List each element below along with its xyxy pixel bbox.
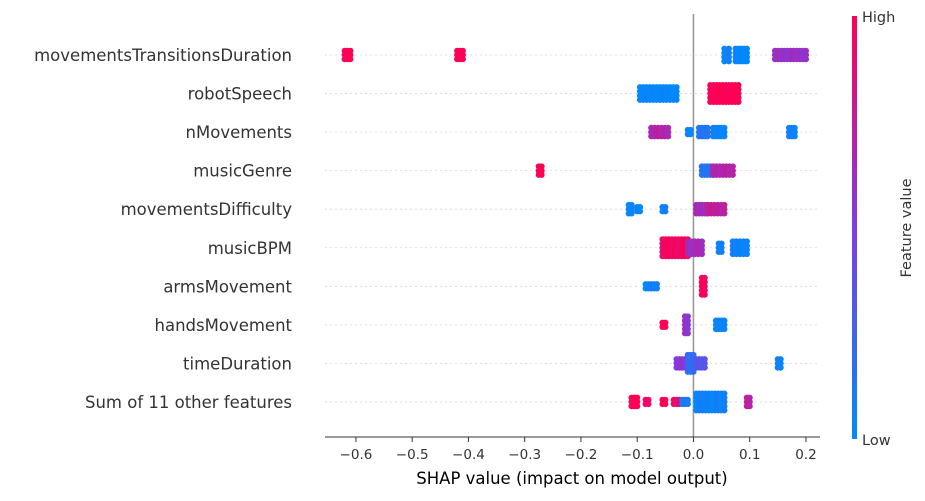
feature-labels: movementsTransitionsDuration robotSpeech n… — [34, 46, 292, 412]
shap-point — [721, 133, 728, 140]
shap-point — [538, 171, 545, 178]
shap-point — [662, 208, 669, 215]
feature-label: nMovements — [186, 123, 292, 142]
shap-point — [729, 171, 736, 178]
x-axis: −0.6 −0.5 −0.4 −0.3 −0.2 −0.1 0.0 0.1 0.2 — [325, 436, 820, 463]
shap-point — [701, 291, 708, 298]
shap-point — [721, 210, 728, 217]
shap-point — [628, 210, 635, 217]
shap-point — [645, 400, 652, 408]
feature-label: movementsTransitionsDuration — [34, 46, 292, 65]
colorbar-title: Feature value — [899, 178, 915, 277]
x-tick-label: 0.0 — [683, 447, 704, 463]
colorbar: High Low Feature value — [852, 10, 915, 449]
x-axis-title: SHAP value (impact on model output) — [416, 469, 727, 488]
shap-point — [735, 98, 742, 106]
shap-point — [665, 133, 672, 140]
shap-point — [662, 400, 669, 408]
shap-point — [777, 364, 784, 371]
x-tick-label: −0.5 — [396, 447, 429, 463]
x-tick-label: 0.1 — [739, 447, 760, 463]
shap-point — [636, 208, 644, 215]
shap-point — [718, 248, 725, 256]
feature-label: musicBPM — [208, 239, 292, 258]
feature-label: handsMovement — [155, 316, 293, 335]
feature-label: musicGenre — [193, 162, 292, 181]
x-tick-label: −0.3 — [508, 447, 541, 463]
shap-point — [802, 56, 810, 63]
x-tick-label: 0.2 — [795, 447, 816, 463]
shap-point — [743, 58, 750, 65]
shap-point — [721, 407, 728, 414]
shap-point — [791, 133, 798, 140]
points-layer — [341, 45, 810, 414]
shap-point — [684, 330, 691, 337]
shap-point — [704, 133, 711, 140]
shap-point — [698, 250, 705, 258]
shap-point — [459, 56, 466, 63]
shap-point — [687, 131, 694, 138]
shap-point — [347, 56, 354, 63]
shap-point — [634, 403, 641, 410]
feature-label: movementsDifficulty — [121, 200, 293, 219]
shap-point — [653, 285, 660, 292]
x-tick-label: −0.2 — [565, 447, 598, 463]
shap-point — [746, 403, 753, 410]
colorbar-gradient — [852, 16, 857, 439]
shap-point — [684, 400, 691, 408]
shap-point — [662, 323, 669, 331]
feature-label: armsMovement — [163, 277, 292, 296]
x-tick-label: −0.4 — [452, 447, 485, 463]
colorbar-low-label: Low — [862, 433, 891, 449]
feature-label: Sum of 11 other features — [85, 393, 292, 412]
feature-label: timeDuration — [183, 354, 292, 373]
shap-point — [721, 58, 728, 65]
shap-point — [743, 250, 750, 258]
feature-label: robotSpeech — [188, 85, 292, 104]
x-tick-label: −0.1 — [621, 447, 654, 463]
shap-point — [701, 364, 708, 371]
shap-point — [725, 58, 732, 65]
colorbar-high-label: High — [862, 10, 895, 26]
shap-point — [673, 96, 680, 103]
row-gridlines — [325, 54, 820, 403]
x-tick-label: −0.6 — [340, 447, 373, 463]
shap-point — [721, 325, 728, 333]
